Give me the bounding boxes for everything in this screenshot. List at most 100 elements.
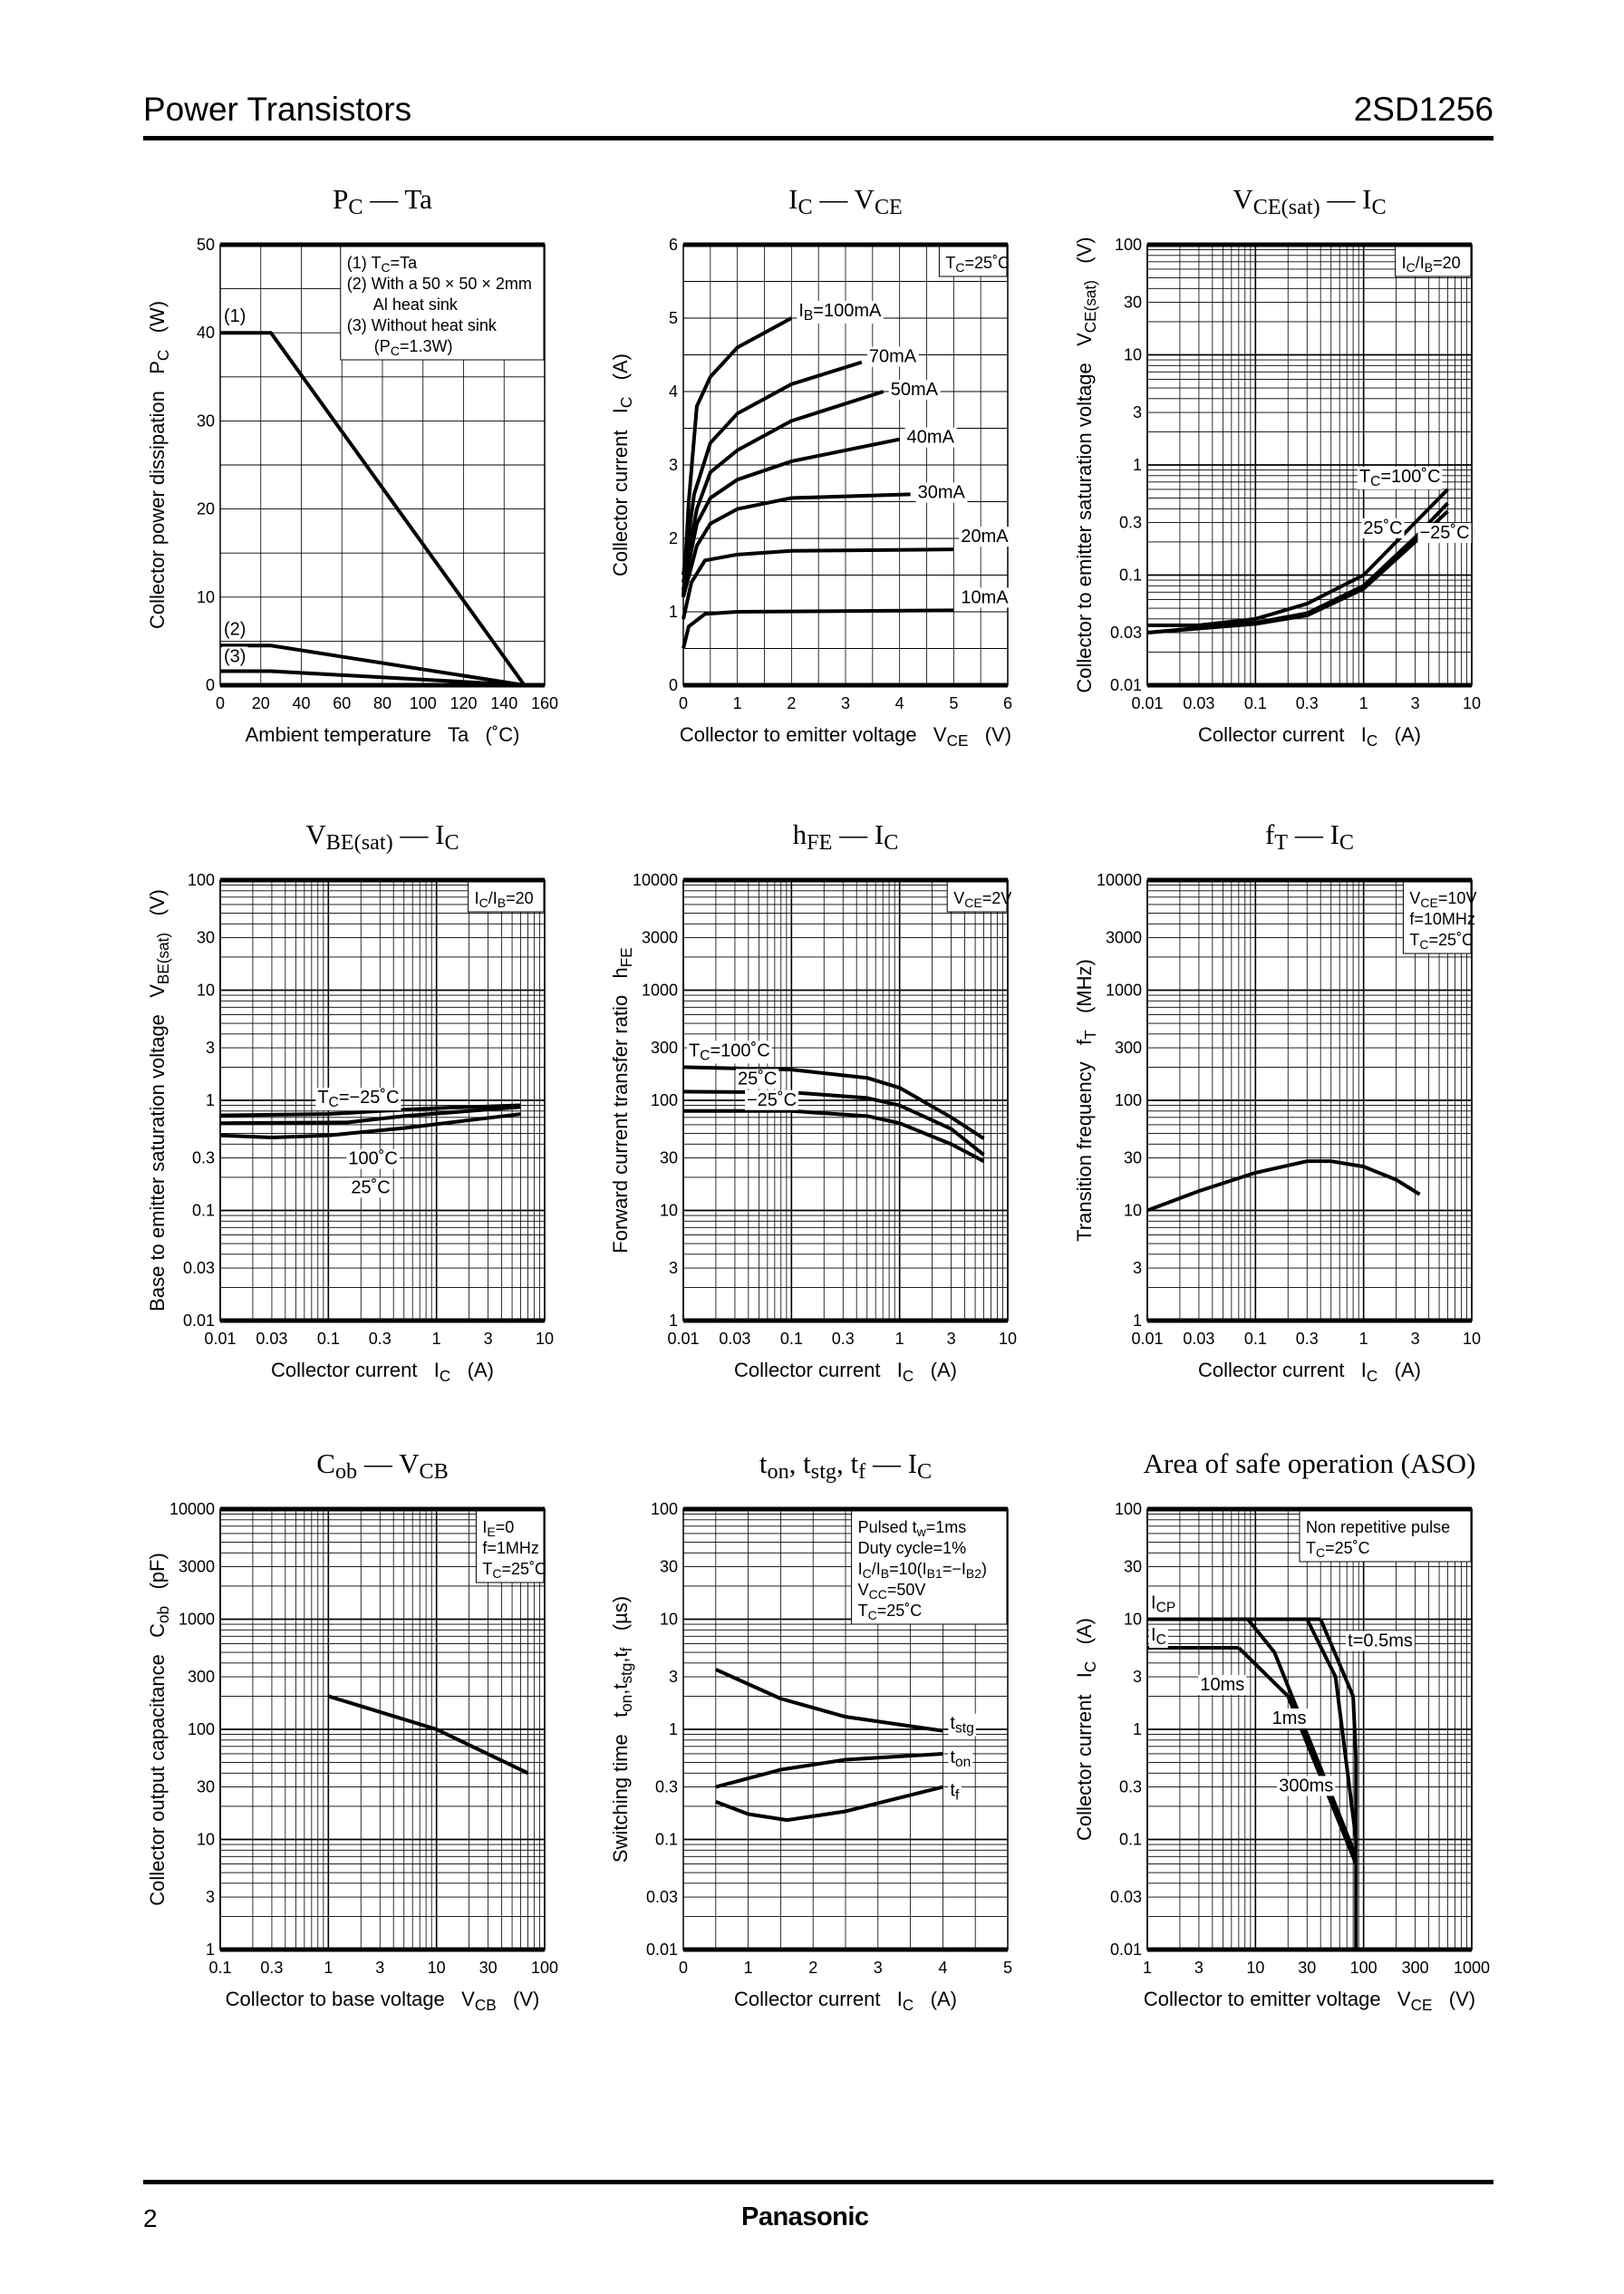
legend-text: (3) Without heat sink: [347, 316, 498, 334]
legend-box: [946, 881, 1008, 913]
y-axis-label: Collector power dissipation PC (W): [146, 301, 172, 629]
x-tick-label: 0.01: [1131, 694, 1163, 712]
series-label-background: [888, 380, 941, 400]
y-tick-label: 100: [651, 1500, 678, 1518]
y-tick-label: 3: [1133, 403, 1142, 421]
series-line-2: [682, 360, 863, 576]
y-tick-label: 0.03: [183, 1259, 215, 1277]
x-tick-label: 0.1: [1244, 1330, 1267, 1348]
series-line-3: [682, 390, 884, 583]
y-tick-label: 4: [669, 382, 678, 401]
x-axis-label: Ambient temperature Ta (˚C): [246, 723, 520, 746]
legend-text: Pulsed tw=1ms: [858, 1518, 967, 1539]
chart-title: Cob — VCB: [316, 1447, 448, 1484]
chart-title: hFE — IC: [793, 818, 899, 855]
x-tick-label: 10: [1463, 694, 1481, 712]
series-label: IC: [1151, 1625, 1166, 1648]
y-tick-label: 0.3: [655, 1778, 678, 1796]
x-tick-label: 3: [841, 694, 850, 712]
y-tick-label: 30: [197, 1778, 215, 1796]
series-label-background: [745, 1089, 799, 1110]
y-tick-label: 30: [1124, 1149, 1142, 1167]
series-label-background: [687, 1041, 772, 1064]
y-tick-label: 100: [1115, 236, 1142, 254]
y-tick-label: 300: [1115, 1039, 1142, 1057]
series-label: tstg: [950, 1714, 973, 1737]
chart-title: VCE(sat) — IC: [1232, 183, 1386, 219]
series-label: 25˚C: [1363, 518, 1402, 538]
x-tick-label: 4: [895, 694, 904, 712]
series-label: TC=100˚C: [1359, 467, 1441, 489]
chart-2: TC=25˚C IB=100mA 70mA 50mA 40mA 30mA 20mA 10mA 0…: [609, 183, 1012, 750]
x-tick-label: 0.03: [256, 1330, 287, 1348]
y-tick-label: 0.03: [1110, 1888, 1142, 1906]
y-tick-label: 100: [651, 1091, 678, 1109]
brand-logo: Panasonic: [741, 2202, 869, 2231]
y-tick-label: 100: [1115, 1091, 1142, 1109]
series-label-background: [1270, 1708, 1309, 1729]
series-line-7: [682, 608, 954, 649]
y-tick-label: 1: [669, 1312, 678, 1330]
x-tick-label: 3: [947, 1330, 956, 1348]
y-tick-label: 0: [669, 676, 678, 694]
legend-text: Non repetitive pulse: [1306, 1518, 1450, 1536]
series-line-3: [683, 1108, 985, 1163]
y-tick-label: 6: [669, 236, 678, 254]
series-line-1: [327, 1694, 529, 1776]
y-tick-label: 40: [197, 324, 215, 342]
legend-text: (1) TC=Ta: [347, 254, 418, 275]
legend-text: TC=25˚C: [858, 1602, 923, 1622]
legend-text: TC=25˚C: [945, 254, 1010, 275]
x-tick-label: 100: [410, 694, 437, 712]
y-tick-label: 1: [1133, 1720, 1142, 1738]
series-line-2: [220, 644, 525, 687]
x-tick-label: 100: [531, 1959, 558, 1977]
y-tick-label: 3: [206, 1888, 215, 1906]
legend-box: [1299, 1510, 1472, 1563]
series-label: TC=−25˚C: [317, 1088, 399, 1110]
series-line-1: [682, 1065, 985, 1140]
chart-7: IE=0f=1MHz TC=25˚C 0.1 0.3 1 3 10 30 100 1 3 10 30 10…: [146, 1447, 558, 2014]
x-tick-label: 2: [808, 1959, 817, 1977]
y-tick-label: 100: [188, 1720, 215, 1738]
x-tick-label: 30: [1298, 1959, 1316, 1977]
y-axis-label: Switching time ton,tstg,tf (µs): [609, 1596, 635, 1863]
y-tick-label: 50: [197, 236, 215, 254]
y-tick-label: 10000: [169, 1500, 215, 1518]
y-tick-label: 3: [669, 456, 678, 474]
legend-text: IC/IB=20: [475, 889, 534, 910]
y-tick-label: 1: [1133, 1312, 1142, 1330]
part-number: 2SD1256: [1353, 91, 1494, 128]
x-tick-label: 0: [679, 694, 688, 712]
y-tick-label: 10: [1124, 1202, 1142, 1220]
chart-9: Non repetitive pulse TC=25˚C ICP IC t=0.5ms 1…: [1073, 1447, 1490, 2014]
legend-text: f=1MHz: [482, 1539, 539, 1557]
x-tick-label: 80: [373, 694, 392, 712]
chart-3: IC/IB=20 TC=100˚C 25˚C −25˚C 0.01 0.03 0.1 0.3 1…: [1073, 183, 1481, 750]
x-tick-label: 1: [324, 1959, 333, 1977]
series-label: 1ms: [1272, 1708, 1307, 1728]
chart-title: PC — Ta: [333, 183, 432, 219]
series-label: (2): [224, 619, 246, 639]
x-tick-label: 0.3: [260, 1959, 283, 1977]
y-tick-label: 10: [197, 1831, 215, 1849]
legend-box: [468, 881, 545, 913]
y-tick-label: 0.1: [1119, 566, 1142, 585]
x-tick-label: 40: [292, 694, 310, 712]
legend-text: (2) With a 50 × 50 × 2mm: [347, 275, 532, 293]
y-axis-label: Transition frequency fT (MHz): [1073, 959, 1099, 1242]
series-label: −25˚C: [747, 1090, 797, 1110]
legend-text: Duty cycle=1%: [858, 1539, 967, 1557]
series-label: 40mA: [907, 428, 955, 448]
legend-box: [340, 246, 545, 361]
legend-box: [1402, 881, 1472, 954]
x-axis-label: Collector to base voltage VCB (V): [226, 1988, 540, 2014]
chart-4: IC/IB=20 TC=−25˚C 100˚C 25˚C 0.01 0.03 0.1 0.3 1…: [146, 818, 554, 1385]
x-tick-label: 0.03: [1183, 1330, 1214, 1348]
series-label: 25˚C: [738, 1069, 777, 1089]
y-tick-label: 3000: [642, 929, 678, 947]
series-label-background: [797, 301, 884, 324]
y-tick-label: 10: [1124, 346, 1142, 364]
y-tick-label: 0.1: [1119, 1831, 1142, 1849]
